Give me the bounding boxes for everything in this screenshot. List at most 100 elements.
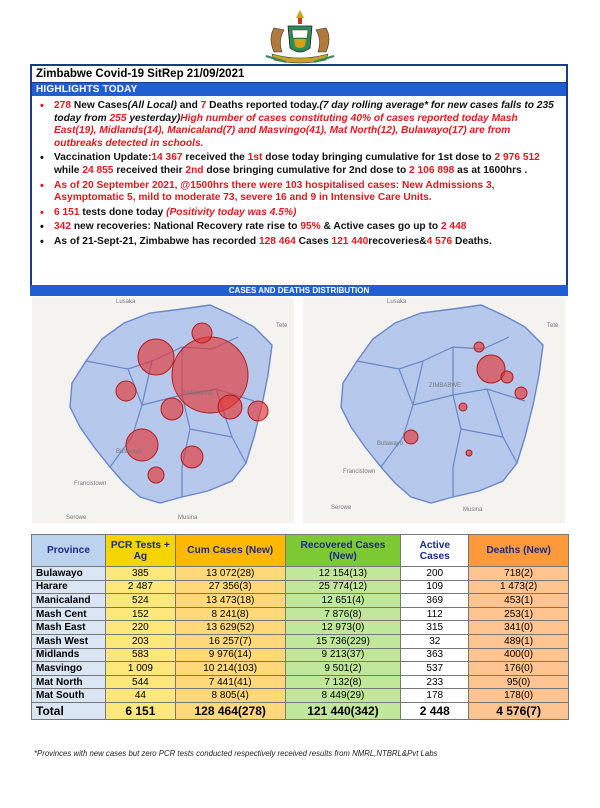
cell-cum: 7 441(41)	[174, 674, 286, 690]
col-deaths: Deaths (New)	[468, 534, 569, 567]
highlight-text: (All Local)	[127, 100, 177, 111]
cell-province: Mash East	[31, 620, 106, 635]
total-recovered: 121 440	[331, 235, 369, 247]
positivity-rate: 4.5%	[269, 206, 293, 218]
recovery-rate: 95%	[300, 221, 321, 233]
marker-masvingo	[465, 449, 473, 457]
cell-cum: 10 214(103)	[174, 661, 286, 676]
highlight-vaccination: Vaccination Update:14 367 received the 1…	[40, 152, 558, 177]
cell-cum: 16 257(7)	[174, 633, 286, 649]
highlight-recoveries: 342 new recoveries: National Recovery ra…	[40, 221, 558, 234]
map-label-francistown: Francistown	[343, 469, 375, 475]
cell-active: 233	[400, 674, 470, 690]
highlight-text: New Cases	[71, 100, 128, 111]
map-label-lusaka: Lusaka	[116, 299, 136, 305]
col-cum-cases: Cum Cases (New)	[174, 534, 286, 567]
previous-average: 255	[109, 112, 127, 124]
cell-deaths: 253(1)	[468, 606, 569, 622]
table-row: Mash West 203 16 257(7) 15 736(229) 32 489(1)	[31, 633, 569, 649]
map-label-tete: Tete	[276, 323, 288, 329]
cell-deaths: 341(0)	[468, 620, 569, 635]
cell-rec: 25 774(12)	[284, 579, 402, 595]
map-label-tete: Tete	[547, 323, 559, 329]
dose2-cumulative: 2 106 898	[409, 164, 455, 176]
cell-province: Mash West	[31, 633, 106, 649]
cell-deaths: 400(0)	[468, 647, 569, 663]
total-cum: 128 464(278)	[174, 701, 286, 720]
total-label: Total	[31, 701, 106, 720]
total-pcr: 6 151	[104, 701, 176, 720]
highlight-text: Vaccination Update:	[54, 152, 152, 164]
table-row: Midlands 583 9 976(14) 9 213(37) 363 400(0)	[31, 647, 569, 663]
cell-rec: 8 449(29)	[284, 688, 402, 703]
cell-active: 32	[400, 633, 470, 649]
sitrep-box: Zimbabwe Covid-19 SitRep 21/09/2021 HIGH…	[30, 64, 568, 296]
highlight-text: received the	[182, 152, 248, 164]
marker-manicaland	[514, 386, 528, 400]
col-active: Active Cases	[400, 534, 470, 567]
highlight-text: (Positivity today was	[166, 206, 270, 218]
col-recovered: Recovered Cases (New)	[284, 534, 402, 567]
deaths-map: Lusaka Tete ZIMBABWE Bulawayo Francistow…	[303, 297, 565, 523]
hospitalised-text: As of 20 September 2021, @1500hrs there …	[54, 179, 495, 204]
new-cases-count: 278	[54, 100, 71, 111]
highlight-text: Cases	[295, 235, 332, 247]
cell-rec: 9 501(2)	[284, 661, 402, 676]
highlight-text: (7 day rolling average* for new cases fa…	[54, 100, 554, 124]
table-header-row: Province PCR Tests + Ag Cum Cases (New) …	[31, 534, 569, 567]
recoveries-count: 342	[54, 221, 71, 233]
cell-province: Manicaland	[31, 593, 106, 608]
map-label-zimbabwe: ZIMBABWE	[182, 391, 214, 397]
footnote: *Provinces with new cases but zero PCR t…	[34, 749, 438, 758]
cell-cum: 27 356(3)	[174, 579, 286, 595]
cell-province: Bulawayo	[31, 566, 106, 581]
marker-manicaland	[247, 400, 269, 422]
coat-of-arms-logo	[252, 8, 348, 66]
highlight-text: dose today bringing cumulative for 1st d…	[262, 152, 495, 164]
map-label-musina: Musina	[463, 507, 483, 513]
total-deaths: 4 576(7)	[468, 701, 569, 720]
highlight-text: new recoveries: National Recovery rate r…	[71, 221, 301, 233]
marker-mash-cent	[473, 341, 485, 353]
cell-rec: 12 154(13)	[284, 566, 402, 581]
table-row: Mash East 220 13 629(52) 12 973(0) 315 341(0)	[31, 620, 569, 635]
cell-province: Mash Cent	[31, 606, 106, 622]
table-row: Masvingo 1 009 10 214(103) 9 501(2) 537 176(0…	[31, 661, 569, 676]
highlight-text: yesterday)	[126, 112, 181, 124]
highlight-text: )	[292, 206, 297, 218]
cell-deaths: 718(2)	[468, 566, 569, 581]
cell-cum: 8 805(4)	[174, 688, 286, 703]
cell-deaths: 176(0)	[468, 661, 569, 676]
cell-pcr: 203	[104, 633, 176, 649]
highlight-text: as at 1600hrs .	[454, 164, 528, 176]
map-label-musina: Musina	[178, 515, 198, 521]
table-row: Mat North 544 7 441(41) 7 132(8) 233 95(0)	[31, 674, 569, 690]
highlight-new-cases: 278 New Cases(All Local) and 7 Deaths re…	[40, 100, 558, 150]
highlight-text: and	[176, 100, 201, 111]
cell-active: 363	[400, 647, 470, 663]
cell-province: Harare	[31, 579, 106, 595]
marker-mat-north	[115, 380, 137, 402]
cell-rec: 15 736(229)	[284, 633, 402, 649]
distribution-heading: CASES AND DEATHS DISTRIBUTION	[30, 285, 568, 296]
highlights-heading: HIGHLIGHTS TODAY	[32, 83, 566, 96]
province-table: Province PCR Tests + Ag Cum Cases (New) …	[31, 534, 569, 720]
map-label-francistown: Francistown	[74, 481, 106, 487]
cell-deaths: 489(1)	[468, 633, 569, 649]
highlight-text: recoveries&	[368, 235, 427, 247]
table-row: Mash Cent 152 8 241(8) 7 876(8) 112 253(1)	[31, 606, 569, 622]
marker-midlands	[458, 402, 468, 412]
dose1-today: 14 367	[151, 152, 183, 164]
marker-harare	[476, 354, 506, 384]
table-body: Bulawayo 385 13 072(28) 12 154(13) 200 718(2)…	[31, 566, 569, 703]
dose2-today: 24 855	[82, 164, 114, 176]
highlight-text: As of 21-Sept-21, Zimbabwe has recorded	[54, 235, 259, 247]
cell-pcr: 385	[104, 566, 176, 581]
map-label-lusaka: Lusaka	[387, 299, 407, 305]
cell-cum: 13 629(52)	[174, 620, 286, 635]
cell-rec: 9 213(37)	[284, 647, 402, 663]
marker-mash-east	[217, 394, 243, 420]
marker-mash-west	[137, 338, 175, 376]
total-deaths: 4 576	[426, 235, 453, 247]
cell-rec: 7 876(8)	[284, 606, 402, 622]
